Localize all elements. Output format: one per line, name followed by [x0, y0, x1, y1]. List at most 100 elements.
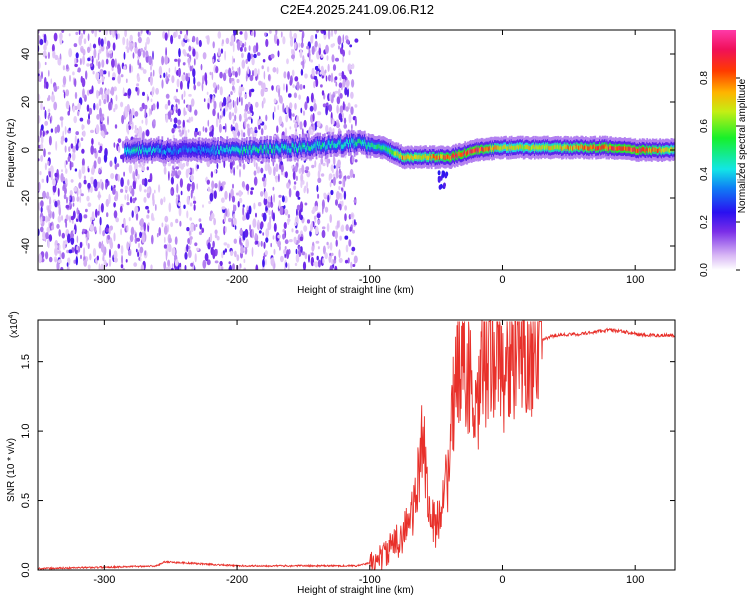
- signal-cell: [495, 145, 498, 150]
- noise-speck: [75, 52, 79, 59]
- noise-speck: [324, 252, 328, 260]
- signal-cell: [216, 149, 218, 154]
- noise-speck: [284, 171, 288, 179]
- noise-speck: [228, 192, 231, 202]
- y-tick-label: -40: [20, 238, 32, 254]
- noise-speck: [40, 134, 44, 144]
- noise-speck: [224, 123, 227, 133]
- noise-speck: [87, 33, 90, 42]
- noise-speck: [64, 125, 67, 135]
- noise-speck: [164, 32, 168, 41]
- spectrogram-x-axis-label: Height of straight line (km): [297, 285, 414, 296]
- noise-speck: [354, 104, 358, 108]
- noise-speck: [222, 126, 226, 130]
- noise-speck: [354, 219, 356, 226]
- noise-speck: [240, 86, 245, 92]
- noise-speck: [172, 134, 175, 140]
- noise-speck: [149, 75, 153, 86]
- noise-speck: [143, 177, 148, 187]
- noise-speck: [49, 203, 52, 211]
- noise-speck: [85, 208, 88, 213]
- noise-speck: [189, 202, 193, 207]
- signal-cell: [520, 145, 523, 150]
- noise-speck: [163, 261, 167, 270]
- signal-cell: [162, 150, 165, 155]
- noise-speck: [92, 248, 97, 257]
- noise-speck: [57, 215, 62, 223]
- noise-speck: [262, 59, 266, 63]
- noise-speck: [222, 181, 226, 186]
- signal-cell: [608, 146, 610, 151]
- signal-cell: [372, 143, 375, 148]
- noise-speck: [295, 248, 298, 255]
- noise-speck: [174, 58, 178, 62]
- noise-speck: [325, 44, 329, 54]
- signal-cell: [450, 155, 453, 161]
- noise-speck: [196, 131, 200, 136]
- noise-speck: [277, 104, 280, 111]
- noise-speck: [294, 76, 299, 82]
- noise-speck: [254, 232, 257, 239]
- noise-speck: [177, 58, 180, 68]
- noise-speck: [285, 114, 289, 123]
- noise-speck: [293, 119, 297, 123]
- noise-speck: [102, 255, 105, 262]
- noise-speck: [126, 104, 130, 113]
- noise-speck: [139, 246, 144, 254]
- noise-speck: [130, 226, 135, 236]
- noise-speck: [291, 54, 295, 60]
- signal-cell: [443, 155, 446, 160]
- signal-cell: [533, 146, 536, 151]
- noise-speck: [163, 196, 166, 203]
- noise-speck: [207, 242, 211, 250]
- noise-speck: [233, 213, 236, 220]
- signal-cell: [194, 147, 197, 152]
- colorbar-tick-label: 0.2: [699, 215, 710, 229]
- noise-speck: [54, 126, 58, 134]
- noise-speck: [316, 120, 321, 128]
- noise-speck: [165, 71, 168, 81]
- signal-cell: [581, 144, 584, 149]
- noise-speck: [351, 155, 354, 164]
- noise-speck: [352, 173, 355, 179]
- noise-speck: [132, 42, 136, 48]
- noise-speck: [113, 108, 116, 113]
- noise-speck: [177, 108, 181, 117]
- noise-speck: [167, 111, 172, 120]
- noise-speck: [134, 161, 138, 172]
- noise-speck: [301, 164, 305, 175]
- noise-speck: [332, 176, 336, 186]
- noise-speck: [91, 138, 94, 145]
- noise-speck: [124, 30, 127, 38]
- noise-speck: [38, 253, 42, 264]
- noise-speck: [345, 224, 349, 232]
- noise-speck: [339, 235, 342, 241]
- noise-speck: [101, 59, 105, 68]
- noise-speck: [317, 259, 321, 268]
- signal-cell: [643, 147, 646, 152]
- noise-speck: [200, 63, 203, 71]
- noise-speck: [274, 106, 276, 113]
- noise-speck: [344, 87, 348, 96]
- signal-cell: [274, 146, 277, 151]
- signal-cell: [178, 149, 180, 154]
- noise-speck: [226, 243, 230, 249]
- noise-speck: [242, 215, 246, 221]
- noise-speck: [301, 173, 303, 182]
- noise-speck: [126, 202, 130, 206]
- noise-speck: [218, 263, 221, 270]
- noise-speck: [115, 94, 118, 102]
- noise-speck: [67, 233, 71, 244]
- signal-cell: [378, 144, 381, 149]
- noise-speck: [283, 71, 287, 79]
- noise-speck: [78, 212, 83, 223]
- noise-speck: [339, 77, 342, 81]
- noise-speck: [293, 185, 297, 191]
- noise-speck: [120, 188, 124, 193]
- signal-cell: [155, 146, 158, 151]
- noise-speck: [351, 79, 355, 88]
- noise-speck: [47, 151, 51, 155]
- noise-speck: [193, 196, 196, 201]
- noise-speck: [59, 250, 62, 260]
- noise-speck: [241, 52, 244, 59]
